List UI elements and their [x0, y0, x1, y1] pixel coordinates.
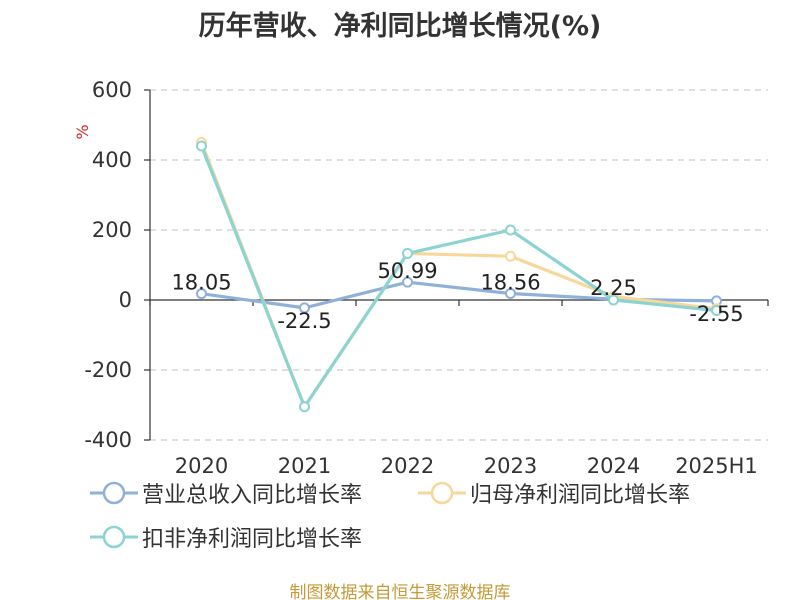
series-point	[299, 302, 310, 314]
data-label: 18.05	[171, 271, 231, 295]
series-point	[196, 288, 207, 300]
data-label: -2.55	[689, 302, 743, 326]
data-label: -22.5	[277, 309, 331, 333]
x-tick-label: 2025H1	[675, 454, 758, 478]
legend-label-deducted-profit: 扣非净利润同比增长率	[142, 527, 363, 552]
data-label: 18.56	[480, 271, 540, 295]
data-label: 2.25	[590, 276, 637, 300]
y-tick-label: 400	[92, 148, 132, 172]
series-point	[505, 224, 516, 236]
chart-title: 历年营收、净利同比增长情况(%)	[198, 11, 602, 42]
data-label-layer: 18.05 -22.5 50.99 18.56 2.25 -2.55	[171, 259, 743, 333]
series-line	[200, 145, 717, 409]
y-tick-label: 0	[119, 288, 132, 312]
series-point	[608, 294, 619, 306]
legend-item-net-profit[interactable]: 归母净利润同比增长率	[418, 478, 690, 508]
series-point	[196, 140, 207, 152]
series-point	[711, 305, 722, 316]
x-tick-label: 2022	[381, 454, 434, 478]
x-tick-label: 2020	[175, 454, 228, 478]
legend-label-revenue: 营业总收入同比增长率	[142, 483, 363, 508]
series-layer	[196, 137, 722, 413]
y-tick-label: 600	[92, 78, 132, 102]
x-tick-label: 2023	[484, 454, 537, 478]
series-point	[402, 276, 413, 288]
data-source-note: 制图数据来自恒生聚源数据库	[289, 583, 511, 600]
x-tick-label: 2024	[587, 454, 640, 478]
legend-line-circle-icon	[418, 481, 466, 505]
grid-layer	[150, 89, 768, 441]
series-point	[505, 250, 516, 262]
y-tick-label: 200	[92, 218, 132, 242]
x-tick-label: 2021	[278, 454, 331, 478]
axis-layer: 600 400 200 0 -200 -400 2020 2021 2022 2023 2024 20…	[84, 78, 769, 478]
legend-line-circle-icon	[90, 525, 138, 549]
series-point	[299, 401, 310, 413]
legend-item-revenue[interactable]: 营业总收入同比增长率	[90, 478, 362, 508]
series-line	[200, 141, 717, 409]
y-tick-label: -200	[84, 358, 132, 382]
legend-line-circle-icon	[90, 481, 138, 505]
series-point	[402, 247, 413, 259]
legend-item-deducted-profit[interactable]: 扣非净利润同比增长率	[90, 522, 362, 552]
legend-label-net-profit: 归母净利润同比增长率	[470, 483, 691, 508]
y-tick-label: -400	[84, 428, 132, 452]
y-axis-label: %	[73, 124, 92, 139]
data-label: 50.99	[377, 259, 437, 283]
series-point	[505, 288, 516, 300]
